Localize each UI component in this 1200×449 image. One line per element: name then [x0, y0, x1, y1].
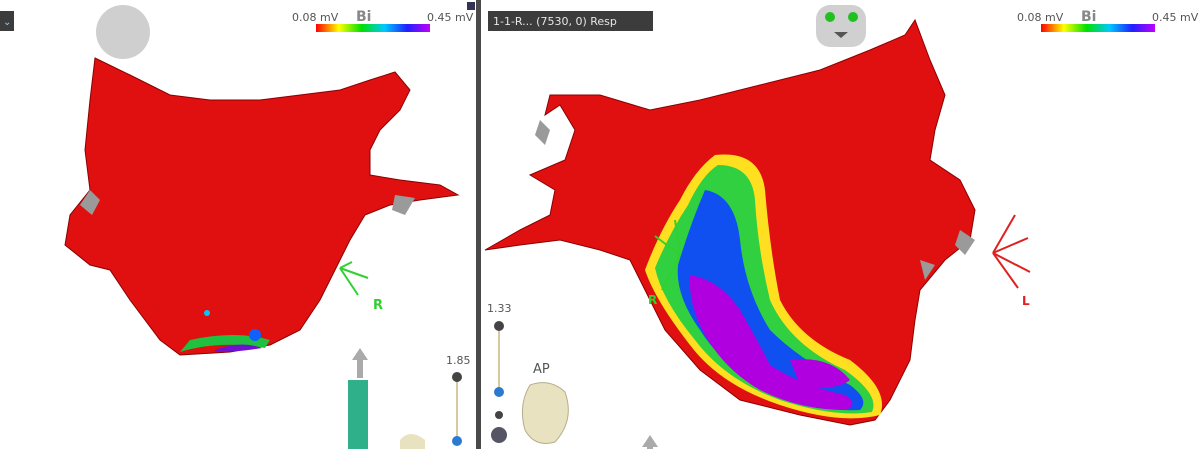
- map-selector[interactable]: 1-1-R... (7530, 0) Resp: [493, 15, 617, 28]
- low-voltage-spot: [204, 310, 210, 316]
- orientation-axis: [339, 261, 369, 296]
- dropdown-chevron: ⌄: [3, 17, 11, 28]
- scar-area: [790, 359, 850, 388]
- surface-gap: [392, 195, 415, 215]
- head-nose: [834, 32, 848, 38]
- surface-gap: [955, 230, 975, 255]
- scale-min: 0.08 mV: [292, 11, 339, 24]
- color-scale: [1041, 24, 1155, 32]
- maximize-button[interactable]: [467, 2, 475, 10]
- zoom-value: 1.85: [446, 354, 471, 367]
- low-voltage-area: [180, 335, 270, 352]
- head-eye: [825, 12, 835, 22]
- zoom-handle[interactable]: [452, 436, 462, 446]
- zoom-value: 1.33: [487, 302, 512, 315]
- scale-mode: Bi: [356, 9, 371, 25]
- heart-icon: [400, 434, 425, 449]
- heart-map: [64, 57, 460, 356]
- collapse-button[interactable]: [491, 427, 507, 443]
- scale-max: 0.45 mV: [427, 11, 474, 24]
- orientation-axis: [654, 219, 681, 291]
- view-arrow: [352, 348, 368, 378]
- scar-area: [689, 275, 853, 410]
- map-dropdown[interactable]: [488, 11, 653, 31]
- view-label: AP: [533, 362, 550, 377]
- head-eye: [848, 12, 858, 22]
- scale-min: 0.08 mV: [1017, 11, 1064, 24]
- orientation-label: R: [373, 298, 383, 313]
- zoom-in[interactable]: [452, 372, 462, 382]
- color-scale: [316, 24, 430, 32]
- zoom-handle[interactable]: [494, 387, 504, 397]
- surface-gap: [535, 120, 550, 145]
- zoom-out[interactable]: [495, 411, 503, 419]
- scale-max: 0.45 mV: [1152, 11, 1199, 24]
- scar-area: [215, 344, 262, 352]
- zoom-in[interactable]: [494, 321, 504, 331]
- surface-gap: [920, 260, 935, 280]
- view-arrow: [642, 435, 658, 449]
- orientation-head: [816, 5, 866, 47]
- low-voltage-spot: [249, 329, 261, 341]
- surface-gap: [80, 190, 100, 215]
- orientation-label: R: [648, 293, 657, 307]
- orientation-label: L: [1022, 294, 1030, 308]
- orientation-axis: [992, 214, 1031, 289]
- orientation-head: [96, 5, 150, 59]
- scale-mode: Bi: [1081, 9, 1096, 25]
- panel-divider: [476, 0, 481, 449]
- heart-icon: [521, 382, 569, 444]
- catheter-icon: [348, 380, 368, 449]
- map-dropdown[interactable]: [0, 11, 14, 31]
